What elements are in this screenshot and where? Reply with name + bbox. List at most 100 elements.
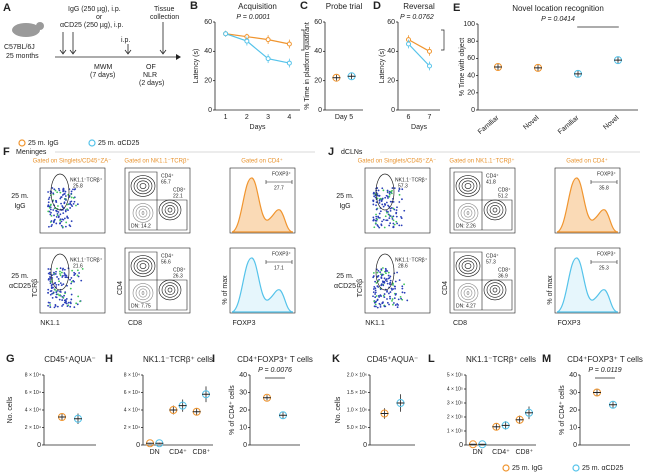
quadrant-gates: [128, 171, 188, 231]
contour: [458, 257, 478, 275]
event: [387, 292, 390, 295]
event: [392, 302, 395, 304]
event: [62, 212, 65, 215]
event: [389, 291, 392, 293]
event: [65, 297, 68, 300]
event: [386, 301, 389, 304]
event: [382, 205, 385, 208]
chart-title: CD45⁺AQUA⁻: [367, 355, 419, 364]
event: [392, 207, 395, 210]
gate-title: Gated on Singlets/CD45⁺ZA⁻: [358, 158, 437, 165]
axis-label: % of max: [547, 275, 554, 305]
event: [386, 282, 389, 285]
series-line: [225, 33, 290, 64]
event: [49, 290, 52, 293]
contour: [135, 205, 151, 221]
event: [63, 217, 66, 220]
event: [73, 188, 76, 191]
event: [389, 283, 392, 286]
event: [54, 189, 57, 192]
event: [379, 294, 382, 297]
contour: [130, 255, 156, 277]
event: [394, 287, 396, 290]
event: [66, 284, 68, 287]
event: [383, 203, 386, 205]
event: [48, 206, 51, 209]
axis-label: FOXP3: [233, 320, 256, 327]
chart-title: Reversal: [403, 2, 435, 11]
panel-letter: C: [300, 0, 308, 12]
event: [61, 226, 64, 228]
or: or: [96, 14, 103, 21]
event: [392, 288, 395, 290]
event: [65, 274, 68, 277]
event: [383, 293, 386, 295]
event: [73, 200, 76, 203]
event: [396, 303, 399, 305]
event: [52, 209, 55, 211]
event: [53, 214, 55, 217]
event: [373, 226, 376, 229]
event: [62, 190, 65, 193]
event: [389, 222, 392, 225]
event: [373, 285, 376, 288]
event: [378, 278, 380, 281]
contour: [458, 177, 478, 195]
gate-label: FOXP3⁺: [597, 251, 616, 257]
event: [73, 274, 76, 276]
gate-value: 21.6: [73, 263, 83, 269]
event: [51, 274, 53, 277]
event: [377, 269, 380, 272]
y-tick-label: 40: [239, 372, 247, 379]
quadrant-gates: [128, 251, 188, 311]
y-tick-label: 20: [467, 90, 475, 97]
event: [373, 300, 376, 303]
event: [372, 216, 375, 219]
axis-label: CD8: [128, 320, 142, 327]
event: [50, 211, 52, 214]
event: [60, 220, 63, 223]
event: [378, 226, 381, 229]
event: [386, 189, 389, 192]
event: [391, 187, 394, 189]
event: [392, 303, 394, 306]
event: [391, 218, 394, 220]
event: [61, 268, 64, 271]
event: [386, 195, 389, 198]
gate-label: CD8⁺: [498, 187, 511, 193]
event: [384, 215, 387, 218]
event: [393, 223, 396, 226]
panel-letter: J: [328, 146, 334, 158]
contour: [161, 202, 179, 218]
histogram: [556, 257, 619, 313]
event: [55, 293, 58, 296]
event: [57, 205, 59, 207]
event: [64, 195, 67, 197]
event: [386, 270, 389, 272]
axis-label: % of max: [222, 275, 229, 305]
event: [396, 306, 399, 309]
plot-frame: [124, 167, 191, 234]
point: [427, 63, 432, 69]
event: [372, 199, 374, 202]
event: [66, 208, 69, 210]
y-tick-label: 1 × 10⁵: [447, 428, 463, 434]
contour: [486, 282, 504, 298]
row-label: 25 m.: [11, 193, 29, 200]
event: [385, 272, 387, 275]
event: [59, 294, 61, 296]
row-label: 25 m.: [336, 193, 354, 200]
event: [377, 225, 380, 228]
event: [388, 303, 390, 306]
gate-label: NK1.1⁻TCRβ⁺: [70, 177, 103, 183]
gate-value: 25.3: [599, 265, 609, 271]
event: [387, 274, 390, 277]
gate: [375, 173, 395, 211]
event: [388, 224, 391, 227]
gate-title: Gated on NK1.1⁻TCRβ⁺: [449, 158, 514, 165]
contour: [167, 287, 173, 293]
gate-title: Gated on CD4⁺: [566, 158, 608, 165]
event: [47, 291, 49, 294]
event: [398, 188, 401, 191]
event: [49, 208, 52, 211]
